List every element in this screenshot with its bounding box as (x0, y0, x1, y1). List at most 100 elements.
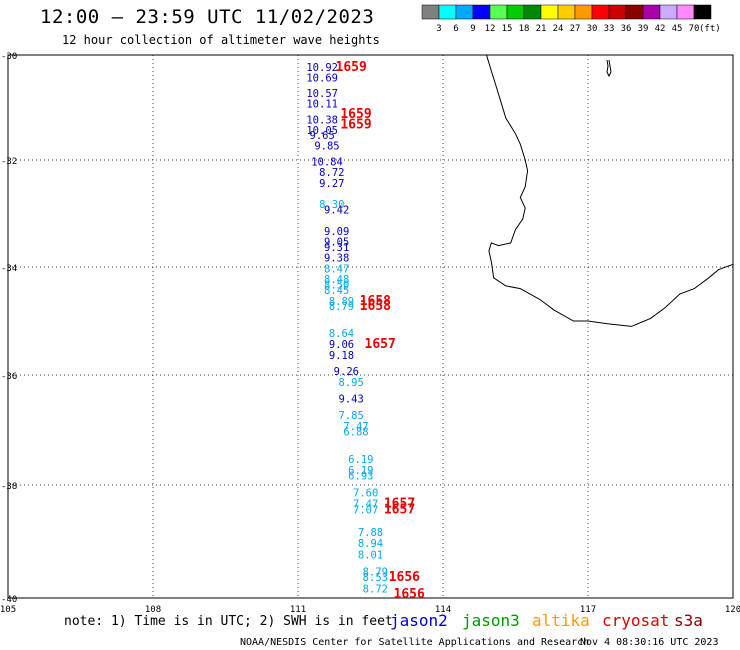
wave-height-value: 9.85 (314, 141, 339, 153)
wave-height-value: 8.79 (363, 566, 388, 578)
wave-height-value: 9.27 (319, 178, 344, 190)
colorbar-label: 39 (638, 24, 649, 34)
wave-height-value: 9.38 (324, 253, 349, 265)
colorbar-swatch (693, 4, 712, 20)
pass-time-value: 1658 (360, 299, 391, 314)
wave-height-value: 6.19 (348, 454, 373, 466)
wave-height-value: 7.60 (353, 487, 378, 499)
longitude-label: 108 (145, 605, 161, 615)
wave-height-value: 10.11 (306, 99, 338, 111)
wave-height-value: 9.09 (324, 226, 349, 238)
pass-time-value: 1659 (340, 118, 371, 133)
colorbar-label: 12 (485, 24, 496, 34)
wave-height-value: 8.72 (319, 167, 344, 179)
pass-time-value: 1658 (360, 294, 391, 309)
wave-height-value: 9.18 (329, 350, 354, 362)
colorbar-swatch (506, 4, 525, 20)
colorbar-label: 21 (536, 24, 547, 34)
colorbar-label: 24 (553, 24, 564, 34)
colorbar-swatch (438, 4, 457, 20)
colorbar-label: 42 (655, 24, 666, 34)
pass-time-value: 1659 (340, 107, 371, 122)
wave-height-value: 10.69 (306, 72, 338, 84)
pass-time-value: 1657 (384, 502, 415, 517)
wave-height-value: 9.65 (310, 130, 335, 142)
wave-height-value: 9.31 (324, 242, 349, 254)
wave-height-value: 8.30 (319, 199, 344, 211)
colorbar-label: 27 (570, 24, 581, 34)
colorbar-swatch (574, 4, 593, 20)
colorbar-swatch (455, 4, 474, 20)
colorbar-swatch (421, 4, 440, 20)
colorbar-swatch (642, 4, 661, 20)
colorbar-label: 15 (502, 24, 513, 34)
wave-height-value: 6.93 (348, 471, 373, 483)
wave-height-value: 8.64 (329, 328, 354, 340)
latitude-label: -36 (1, 372, 17, 382)
colorbar-label: 33 (604, 24, 615, 34)
colorbar-swatch (625, 4, 644, 20)
longitude-label: 120 (725, 605, 740, 615)
wave-height-value: 10.84 (311, 156, 343, 168)
pass-time-value: 1657 (365, 337, 396, 352)
wave-height-value: 10.38 (306, 114, 338, 126)
colorbar-label: 30 (587, 24, 598, 34)
colorbar-unit: (ft) (699, 24, 721, 34)
colorbar-swatch (659, 4, 678, 20)
colorbar-swatch (540, 4, 559, 20)
wave-height-value: 9.43 (339, 394, 364, 406)
longitude-label: 117 (580, 605, 596, 615)
longitude-label: 105 (0, 605, 16, 615)
colorbar-label: 18 (519, 24, 530, 34)
latitude-label: -40 (1, 595, 17, 605)
satellite-legend: jason2 jason3 altika cryosat s3a (390, 611, 703, 630)
wave-height-value: 10.57 (306, 88, 338, 100)
colorbar-label: 70 (689, 24, 700, 34)
footer-note: note: 1) Time is in UTC; 2) SWH is in fe… (64, 614, 393, 629)
wave-height-value: 7.85 (339, 410, 364, 422)
colorbar-label: 3 (436, 24, 441, 34)
latitude-label: -34 (1, 264, 17, 274)
footer-timestamp: Nov 4 08:30:16 UTC 2023 (580, 637, 718, 648)
colorbar-swatch (591, 4, 610, 20)
colorbar-swatch (472, 4, 491, 20)
pass-time-value: 1659 (336, 60, 367, 75)
wave-height-value: 9.42 (324, 205, 349, 217)
wave-height-value: 7.47 (353, 499, 378, 511)
satellite-name: jason3 (462, 611, 520, 630)
footer: note: 1) Time is in UTC; 2) SWH is in fe… (64, 611, 718, 648)
pass-time-value: 1657 (384, 497, 415, 512)
pass-time-value: 1656 (389, 570, 420, 585)
wave-height-value: 7.88 (358, 527, 383, 539)
satellite-name: s3a (674, 611, 703, 630)
wave-height-value: 6.19 (348, 465, 373, 477)
colorbar-swatch (489, 4, 508, 20)
wave-height-value: 6.88 (343, 427, 368, 439)
wave-height-value: 8.89 (329, 296, 354, 308)
wave-height-value: 9.26 (334, 366, 359, 378)
colorbar-swatch (676, 4, 695, 20)
colorbar-label: 36 (621, 24, 632, 34)
wave-height-value: 8.95 (339, 377, 364, 389)
color-scale-legend: 3 6 9 12 15 18 21 24 27 30 33 36 39 42 45 70 (ft) (421, 4, 721, 34)
satellite-name: jason2 (390, 611, 448, 630)
pass-time-value: 1656 (394, 587, 425, 602)
latitude-label: -38 (1, 482, 17, 492)
colorbar-swatch (608, 4, 627, 20)
colorbar-swatch (557, 4, 576, 20)
satellite-name: cryosat (602, 611, 669, 630)
map-frame (7, 54, 734, 599)
satellite-name: altika (532, 611, 590, 630)
page-subtitle: 12 hour collection of altimeter wave hei… (62, 33, 380, 47)
footer-credit: NOAA/NESDIS Center for Satellite Applica… (240, 637, 589, 648)
coastline (486, 54, 734, 327)
wave-height-value: 7.47 (343, 421, 368, 433)
wave-height-value: 7.07 (353, 504, 378, 516)
latitude-label: -30 (1, 52, 17, 62)
longitude-label: 111 (290, 605, 306, 615)
